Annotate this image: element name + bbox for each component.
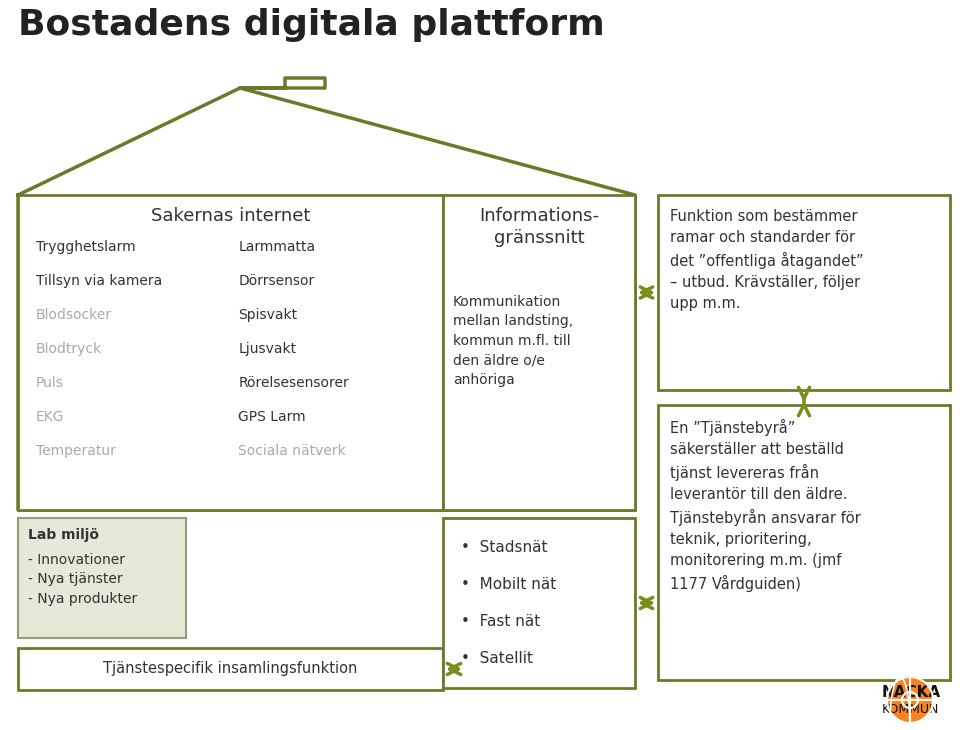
FancyBboxPatch shape xyxy=(443,518,635,688)
Text: •  Mobilt nät: • Mobilt nät xyxy=(461,577,556,592)
FancyBboxPatch shape xyxy=(658,195,950,390)
Text: •  Stadsnät: • Stadsnät xyxy=(461,540,547,555)
Text: Temperatur: Temperatur xyxy=(36,444,116,458)
Text: EKG: EKG xyxy=(36,410,64,424)
Text: Bostadens digitala plattform: Bostadens digitala plattform xyxy=(18,8,605,42)
Text: Lab miljö: Lab miljö xyxy=(28,528,99,542)
Text: •  Fast nät: • Fast nät xyxy=(461,614,540,629)
Text: Sociala nätverk: Sociala nätverk xyxy=(238,444,347,458)
Text: Kommunikation
mellan landsting,
kommun m.fl. till
den äldre o/e
anhöriga: Kommunikation mellan landsting, kommun m… xyxy=(453,295,573,387)
Text: Rörelsesensorer: Rörelsesensorer xyxy=(238,376,349,390)
Text: GPS Larm: GPS Larm xyxy=(238,410,306,424)
FancyBboxPatch shape xyxy=(658,405,950,680)
Text: Sakernas internet: Sakernas internet xyxy=(151,207,310,225)
Text: Funktion som bestämmer
ramar och standarder för
det ”offentliga åtagandet”
– utb: Funktion som bestämmer ramar och standar… xyxy=(670,209,864,311)
Text: KOMMUN: KOMMUN xyxy=(882,703,940,716)
Text: Spisvakt: Spisvakt xyxy=(238,308,298,322)
Text: Ljusvakt: Ljusvakt xyxy=(238,342,297,356)
FancyBboxPatch shape xyxy=(443,195,635,510)
Text: Blodsocker: Blodsocker xyxy=(36,308,112,322)
Text: Dörrsensor: Dörrsensor xyxy=(238,274,315,288)
FancyBboxPatch shape xyxy=(18,195,443,510)
Text: Puls: Puls xyxy=(36,376,64,390)
Text: Larmmatta: Larmmatta xyxy=(238,240,316,254)
Circle shape xyxy=(887,677,933,723)
FancyBboxPatch shape xyxy=(18,518,186,638)
Text: Blodtryck: Blodtryck xyxy=(36,342,102,356)
Text: Tillsyn via kamera: Tillsyn via kamera xyxy=(36,274,162,288)
Text: En ”Tjänstebyrå”
säkerställer att beställd
tjänst levereras från
leverantör till: En ”Tjänstebyrå” säkerställer att bestäl… xyxy=(670,419,861,592)
Text: •  Satellit: • Satellit xyxy=(461,651,533,666)
FancyBboxPatch shape xyxy=(18,648,443,690)
Circle shape xyxy=(887,677,933,723)
Text: NACKA: NACKA xyxy=(882,685,941,700)
Text: Informations-
gränssnitt: Informations- gränssnitt xyxy=(479,207,599,247)
Text: Tjänstespecifik insamlingsfunktion: Tjänstespecifik insamlingsfunktion xyxy=(104,661,358,675)
Text: - Innovationer
- Nya tjänster
- Nya produkter: - Innovationer - Nya tjänster - Nya prod… xyxy=(28,553,137,606)
Text: Trygghetslarm: Trygghetslarm xyxy=(36,240,135,254)
